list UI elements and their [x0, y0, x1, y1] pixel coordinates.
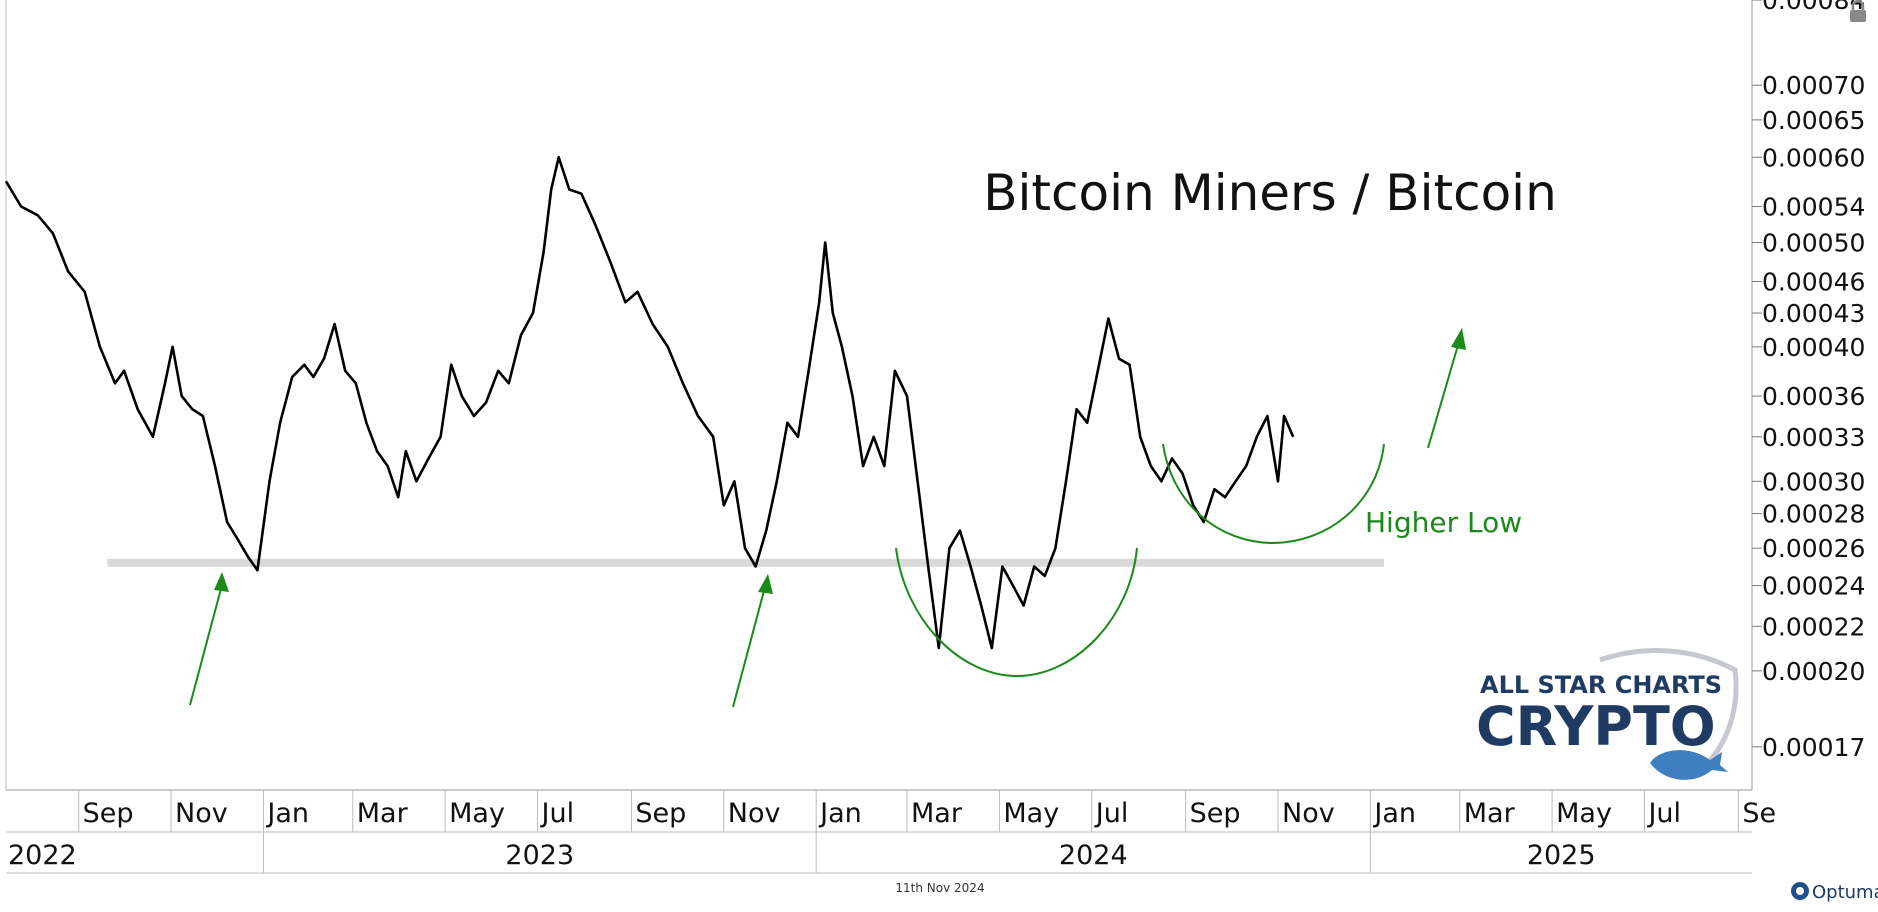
- y-tick-label: 0.00036: [1762, 382, 1865, 411]
- logo-ring: [1599, 648, 1739, 772]
- logo-line1: ALL STAR CHARTS: [1480, 671, 1722, 699]
- footer-date: 11th Nov 2024: [895, 881, 984, 895]
- y-tick-label: 0.00040: [1762, 333, 1865, 362]
- x-month-label: Jul: [1094, 798, 1129, 829]
- y-tick-label: 0.00017: [1762, 733, 1865, 762]
- y-tick-label: 0.00065: [1762, 106, 1865, 135]
- y-axis-ticks: 0.00084 0.00070 0.00065 0.00060 0.00054 0.000…: [1752, 0, 1865, 762]
- y-tick-label: 0.00030: [1762, 467, 1865, 496]
- x-month-label: Jul: [1646, 798, 1681, 829]
- annotation-arc-2: [1162, 443, 1385, 545]
- y-tick-label: 0.00022: [1762, 612, 1865, 641]
- y-tick-label: 0.00024: [1762, 572, 1865, 601]
- brand-logo: ALL STAR CHARTS CRYPTO: [1476, 648, 1739, 780]
- x-axis-years: 2022 2023 2024 2025: [8, 832, 1596, 873]
- x-month-label: Mar: [357, 798, 409, 829]
- x-year-label: 2024: [1059, 840, 1128, 871]
- y-tick-label: 0.00026: [1762, 534, 1865, 563]
- y-tick-label: 0.00084: [1762, 0, 1865, 15]
- x-month-label: May: [449, 798, 505, 829]
- annotation-arrow-1: [189, 572, 229, 706]
- logo-line2: CRYPTO: [1476, 695, 1716, 758]
- x-month-label: Nov: [728, 798, 781, 829]
- whale-icon: [1650, 750, 1728, 780]
- y-tick-label: 0.00033: [1762, 423, 1865, 452]
- x-axis-months: Sep Nov Jan Mar May Jul Sep Nov Jan Mar May Jul Sep N…: [78, 790, 1776, 832]
- x-year-label: 2023: [505, 840, 574, 871]
- y-tick-label: 0.00060: [1762, 143, 1865, 172]
- annotation-arrow-2: [732, 574, 773, 708]
- x-month-label: Se: [1742, 798, 1776, 829]
- x-month-label: Jan: [265, 798, 309, 829]
- y-tick-label: 0.00046: [1762, 267, 1865, 296]
- series-line: [4, 156, 1295, 650]
- chart-title: Bitcoin Miners / Bitcoin: [983, 164, 1557, 222]
- y-tick-label: 0.00020: [1762, 657, 1865, 686]
- x-year-label: 2022: [8, 840, 77, 871]
- optuma-brand: Optuma: [1791, 882, 1878, 903]
- annotation-arc-1: [895, 547, 1138, 678]
- x-month-label: May: [1003, 798, 1059, 829]
- x-month-label: Sep: [1190, 798, 1241, 829]
- x-month-label: Nov: [175, 798, 228, 829]
- x-month-label: May: [1556, 798, 1612, 829]
- y-tick-label: 0.00070: [1762, 71, 1865, 100]
- x-month-label: Mar: [1464, 798, 1516, 829]
- x-month-label: Nov: [1282, 798, 1335, 829]
- y-tick-label: 0.00043: [1762, 299, 1865, 328]
- annotation-higher-low: Higher Low: [1365, 506, 1522, 539]
- y-tick-label: 0.00054: [1762, 193, 1865, 222]
- x-month-label: Jan: [1372, 798, 1416, 829]
- optuma-label: Optuma: [1812, 882, 1878, 903]
- x-month-label: Mar: [911, 798, 963, 829]
- y-tick-label: 0.00028: [1762, 500, 1865, 529]
- x-month-label: Sep: [635, 798, 686, 829]
- x-month-label: Jan: [818, 798, 862, 829]
- x-month-label: Jul: [540, 798, 575, 829]
- y-tick-label: 0.00050: [1762, 229, 1865, 258]
- x-month-label: Sep: [83, 798, 134, 829]
- annotation-arrow-3: [1427, 328, 1466, 449]
- lock-icon[interactable]: [1850, 0, 1866, 22]
- x-year-label: 2025: [1527, 840, 1596, 871]
